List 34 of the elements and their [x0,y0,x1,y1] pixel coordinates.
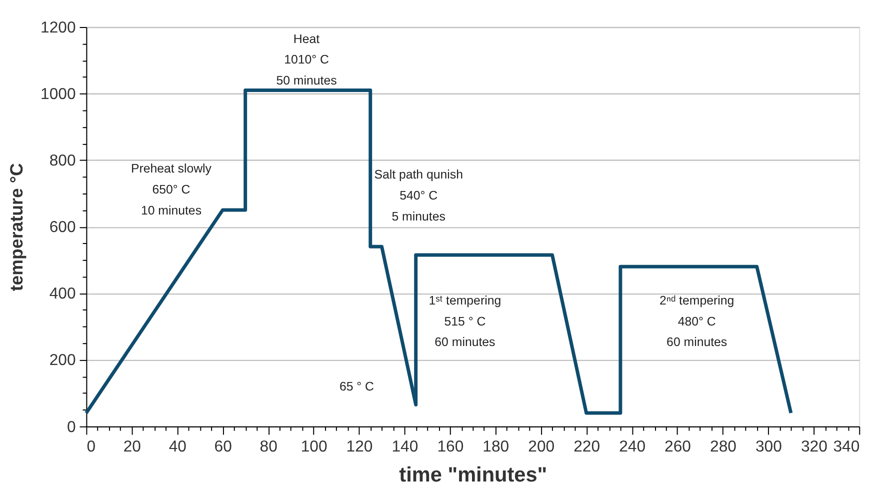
x-tick-label: 140 [392,438,418,456]
x-tick-label: 300 [755,438,782,456]
x-tick-label: 100 [300,438,328,456]
annotation: 1ˢᵗ tempering 515 ° C 60 minutes [428,293,502,350]
line-series [84,88,793,415]
y-tick-label: 200 [49,352,76,370]
x-tick-label: 180 [482,438,510,456]
x-tick-label: 40 [168,438,187,456]
y-tick-label: 400 [49,286,76,303]
y-tick-label: 0 [66,418,76,436]
y-axis-title: temperature °C [6,163,27,292]
x-tick-label: 240 [619,438,646,456]
x-tick-label: 340 [833,438,860,456]
x-tick-label: 20 [123,438,142,456]
annotation: Heat 1010° C 50 minutes [276,32,337,88]
y-tick-label: 800 [49,152,76,170]
x-tick-label: 260 [664,438,692,456]
annotation: Preheat slowly 650° C 10 minutes [130,162,212,218]
x-tick-label: 60 [214,438,232,456]
x-tick-label: 0 [86,438,96,456]
x-tick-label: 280 [710,438,737,456]
x-tick-label: 80 [260,438,278,456]
annotation: Salt path qunish 540° C 5 minutes [374,168,464,224]
y-tick-label: 1000 [40,86,76,104]
annotation: 65 ° C [339,379,374,394]
y-tick-label: 1200 [40,19,76,36]
x-tick-label: 220 [574,438,600,456]
x-tick-label: 200 [528,438,555,456]
x-tick-label: 320 [800,438,828,456]
x-tick-label: 160 [437,438,464,456]
x-tick-label: 120 [346,438,373,456]
x-axis-title: time "minutes" [399,463,548,486]
y-tick-label: 600 [49,219,76,236]
annotation: 2ⁿᵈ tempering 480° C 60 minutes [660,293,734,350]
